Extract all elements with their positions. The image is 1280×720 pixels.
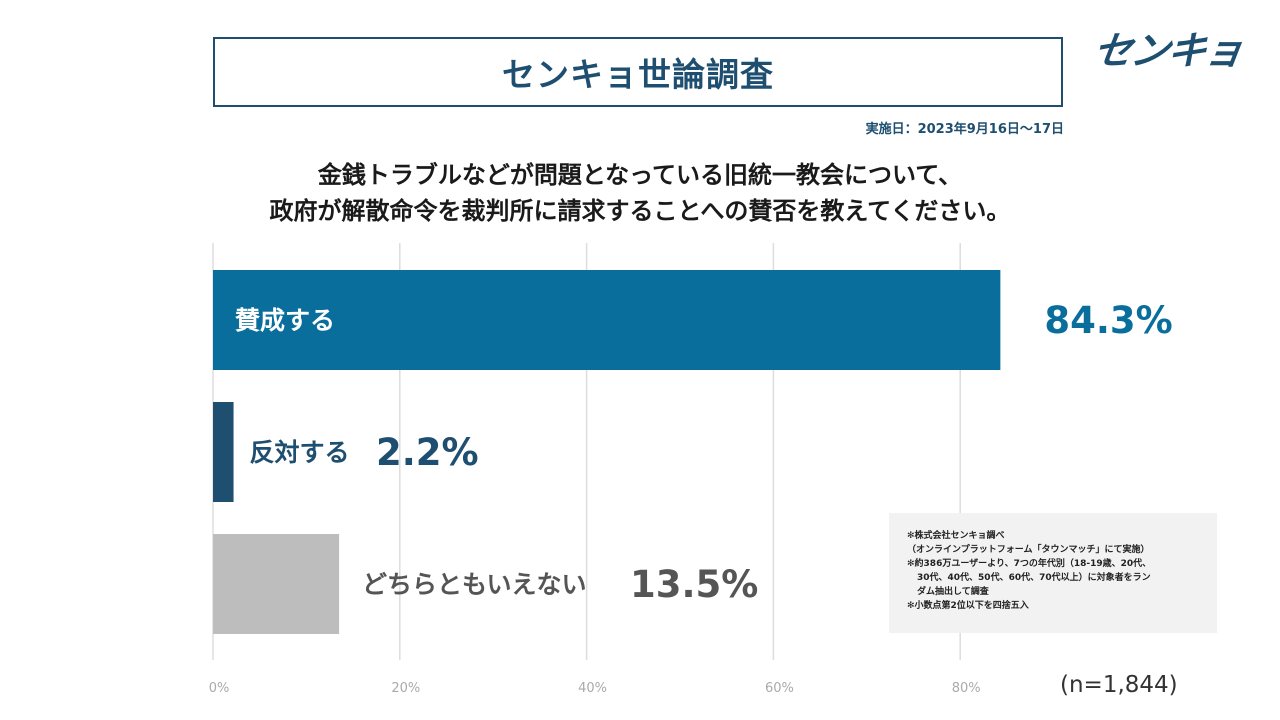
note-line-4: 30代、40代、50代、60代、70代以上）に対象者をラン — [917, 573, 1151, 583]
category-label-2: どちらともいえない — [362, 570, 587, 599]
category-label-1: 反対する — [250, 438, 350, 467]
bar-1 — [213, 402, 234, 502]
bar-2 — [213, 534, 340, 634]
x-tick-label-60: 60% — [765, 681, 794, 696]
x-tick-label-40: 40% — [578, 681, 607, 696]
note-line-3: ✻約386万ユーザーより、7つの年代別（18-19歳、20代、 — [907, 559, 1152, 569]
value-label-2: 13.5% — [630, 563, 758, 606]
bar-0 — [213, 270, 1001, 370]
survey-date: 実施日：2023年9月16日～17日 — [865, 122, 1064, 137]
title-box: センキョ世論調査 — [213, 37, 1063, 107]
note-line-1: ✻株式会社センキョ調べ — [907, 531, 1005, 541]
x-tick-label-80: 80% — [952, 681, 981, 696]
x-tick-label-0: 0% — [209, 681, 230, 696]
sample-size: (n=1,844) — [1060, 672, 1178, 698]
note-line-6: ✻小数点第2位以下を四捨五入 — [907, 601, 1029, 611]
survey-question: 金銭トラブルなどが問題となっている旧統一教会について、 政府が解散命令を裁判所に… — [0, 157, 1280, 229]
x-tick-label-20: 20% — [391, 681, 420, 696]
question-line-1: 金銭トラブルなどが問題となっている旧統一教会について、 — [317, 161, 963, 189]
question-line-2: 政府が解散命令を裁判所に請求することへの賛否を教えてください。 — [269, 197, 1011, 225]
note-line-2: （オンラインプラットフォーム「タウンマッチ」にて実施） — [907, 545, 1150, 555]
footnote-box: ✻株式会社センキョ調べ （オンラインプラットフォーム「タウンマッチ」にて実施） … — [889, 513, 1217, 633]
value-label-0: 84.3% — [1044, 299, 1172, 342]
category-label-0: 賛成する — [235, 306, 335, 335]
note-line-5: ダム抽出して調査 — [917, 587, 989, 597]
value-label-1: 2.2% — [376, 431, 479, 474]
page-title: センキョ世論調査 — [502, 55, 774, 94]
